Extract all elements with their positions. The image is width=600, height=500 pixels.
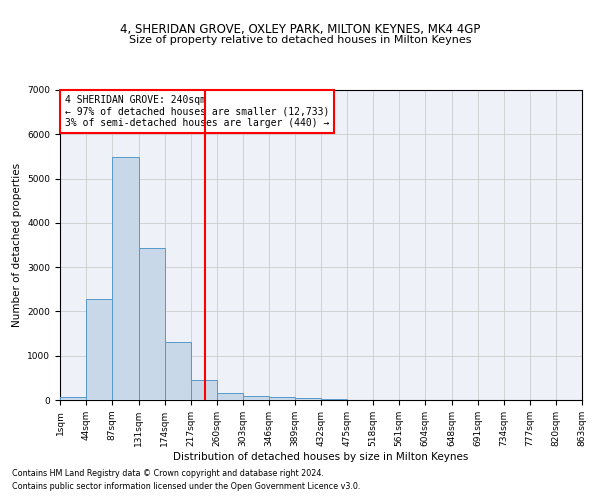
Text: 4 SHERIDAN GROVE: 240sqm
← 97% of detached houses are smaller (12,733)
3% of sem: 4 SHERIDAN GROVE: 240sqm ← 97% of detach…: [65, 94, 329, 128]
Bar: [217, 393, 243, 400]
Bar: [165, 342, 191, 400]
Text: Contains public sector information licensed under the Open Government Licence v3: Contains public sector information licen…: [12, 482, 361, 491]
Text: Contains HM Land Registry data © Crown copyright and database right 2024.: Contains HM Land Registry data © Crown c…: [12, 469, 324, 478]
Bar: [139, 248, 165, 400]
X-axis label: Distribution of detached houses by size in Milton Keynes: Distribution of detached houses by size …: [173, 452, 469, 462]
Bar: [60, 396, 86, 400]
Bar: [295, 398, 321, 400]
Bar: [243, 396, 269, 400]
Bar: [191, 380, 217, 400]
Bar: [112, 158, 139, 400]
Text: 4, SHERIDAN GROVE, OXLEY PARK, MILTON KEYNES, MK4 4GP: 4, SHERIDAN GROVE, OXLEY PARK, MILTON KE…: [120, 22, 480, 36]
Y-axis label: Number of detached properties: Number of detached properties: [12, 163, 22, 327]
Text: Size of property relative to detached houses in Milton Keynes: Size of property relative to detached ho…: [129, 35, 471, 45]
Bar: [269, 397, 295, 400]
Bar: [86, 299, 112, 400]
